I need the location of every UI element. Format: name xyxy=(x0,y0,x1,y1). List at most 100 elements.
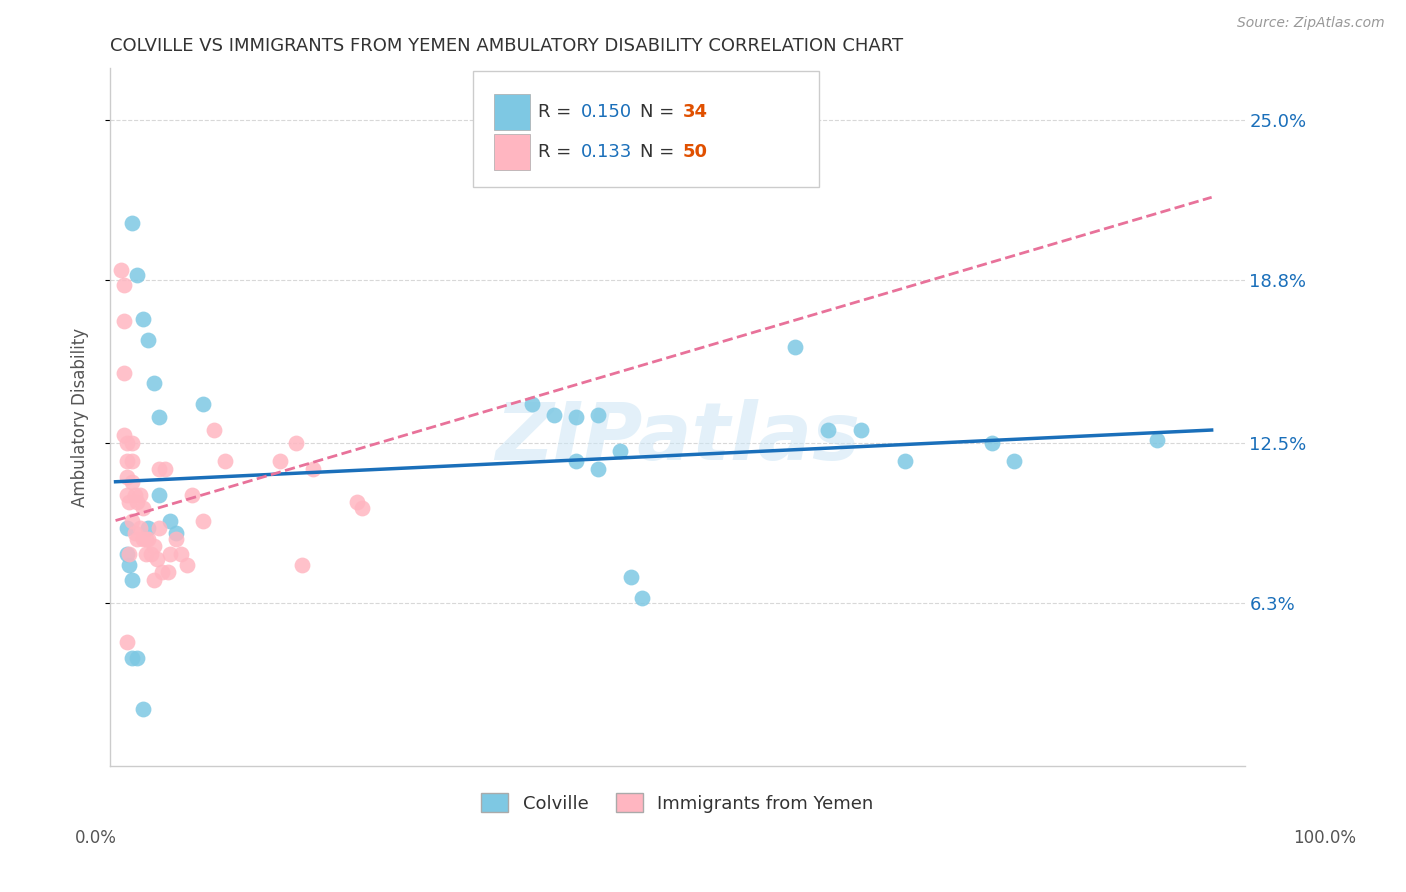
Point xyxy=(817,423,839,437)
Point xyxy=(135,532,157,546)
Point xyxy=(142,376,165,391)
Point xyxy=(586,408,609,422)
Point xyxy=(124,526,146,541)
Point xyxy=(138,333,160,347)
Point xyxy=(543,408,565,422)
Point xyxy=(148,488,170,502)
Point xyxy=(138,521,160,535)
Point xyxy=(346,495,368,509)
Text: 34: 34 xyxy=(683,103,709,121)
Text: 0.133: 0.133 xyxy=(581,143,633,161)
Point xyxy=(121,475,143,489)
Point xyxy=(121,216,143,230)
Point xyxy=(128,521,150,535)
Point xyxy=(121,650,143,665)
Point xyxy=(153,462,176,476)
Point xyxy=(127,268,149,282)
Text: COLVILLE VS IMMIGRANTS FROM YEMEN AMBULATORY DISABILITY CORRELATION CHART: COLVILLE VS IMMIGRANTS FROM YEMEN AMBULA… xyxy=(110,37,903,55)
Point xyxy=(609,443,631,458)
Point xyxy=(620,570,643,584)
Text: N =: N = xyxy=(640,103,681,121)
Point xyxy=(176,558,198,572)
Point xyxy=(565,410,588,425)
Point xyxy=(630,591,652,606)
Text: 100.0%: 100.0% xyxy=(1294,829,1355,847)
Text: 50: 50 xyxy=(683,143,709,161)
Point xyxy=(115,454,138,468)
Point xyxy=(132,311,155,326)
Point xyxy=(849,423,872,437)
Point xyxy=(132,702,155,716)
Point xyxy=(893,454,915,468)
Point xyxy=(121,436,143,450)
Point xyxy=(115,547,138,561)
Point xyxy=(291,558,314,572)
Point xyxy=(121,514,143,528)
Point xyxy=(214,454,236,468)
Point xyxy=(269,454,291,468)
Point xyxy=(193,514,215,528)
Point xyxy=(165,526,187,541)
Text: ZIPatlas: ZIPatlas xyxy=(495,399,860,477)
Point xyxy=(148,462,170,476)
FancyBboxPatch shape xyxy=(472,71,820,186)
Point xyxy=(520,397,543,411)
Point xyxy=(352,500,374,515)
Point xyxy=(121,454,143,468)
Point xyxy=(115,469,138,483)
Point xyxy=(159,514,181,528)
Point xyxy=(110,262,132,277)
Y-axis label: Ambulatory Disability: Ambulatory Disability xyxy=(72,327,89,507)
Point xyxy=(139,547,162,561)
Point xyxy=(124,488,146,502)
Point xyxy=(142,540,165,554)
Point xyxy=(170,547,193,561)
Point xyxy=(118,495,141,509)
Point xyxy=(165,532,187,546)
Point xyxy=(115,436,138,450)
Point xyxy=(981,436,1004,450)
Point xyxy=(138,532,160,546)
Point xyxy=(121,573,143,587)
FancyBboxPatch shape xyxy=(494,94,530,130)
Point xyxy=(127,495,149,509)
Point xyxy=(148,410,170,425)
Point xyxy=(127,650,149,665)
Point xyxy=(202,423,225,437)
Point xyxy=(1002,454,1025,468)
Text: 0.0%: 0.0% xyxy=(75,829,117,847)
Point xyxy=(128,488,150,502)
Point xyxy=(157,566,180,580)
FancyBboxPatch shape xyxy=(494,134,530,169)
Point xyxy=(112,428,135,442)
Point xyxy=(1146,434,1168,448)
Point xyxy=(112,314,135,328)
Point xyxy=(565,454,588,468)
Point xyxy=(302,462,325,476)
Point xyxy=(115,521,138,535)
Point xyxy=(181,488,204,502)
Point xyxy=(150,566,173,580)
Point xyxy=(785,340,807,354)
Point xyxy=(132,532,155,546)
Point xyxy=(586,462,609,476)
Text: Source: ZipAtlas.com: Source: ZipAtlas.com xyxy=(1237,16,1385,30)
Text: R =: R = xyxy=(537,103,576,121)
Point xyxy=(118,547,141,561)
Point xyxy=(135,547,157,561)
Point xyxy=(132,500,155,515)
Text: 0.150: 0.150 xyxy=(581,103,633,121)
Point xyxy=(159,547,181,561)
Point xyxy=(112,278,135,293)
Point xyxy=(112,366,135,380)
Point xyxy=(115,635,138,649)
Point xyxy=(118,558,141,572)
Point xyxy=(127,532,149,546)
Point xyxy=(193,397,215,411)
Text: N =: N = xyxy=(640,143,681,161)
Legend: Colville, Immigrants from Yemen: Colville, Immigrants from Yemen xyxy=(474,786,880,820)
Point xyxy=(115,488,138,502)
Point xyxy=(148,521,170,535)
Point xyxy=(146,552,169,566)
Text: R =: R = xyxy=(537,143,576,161)
